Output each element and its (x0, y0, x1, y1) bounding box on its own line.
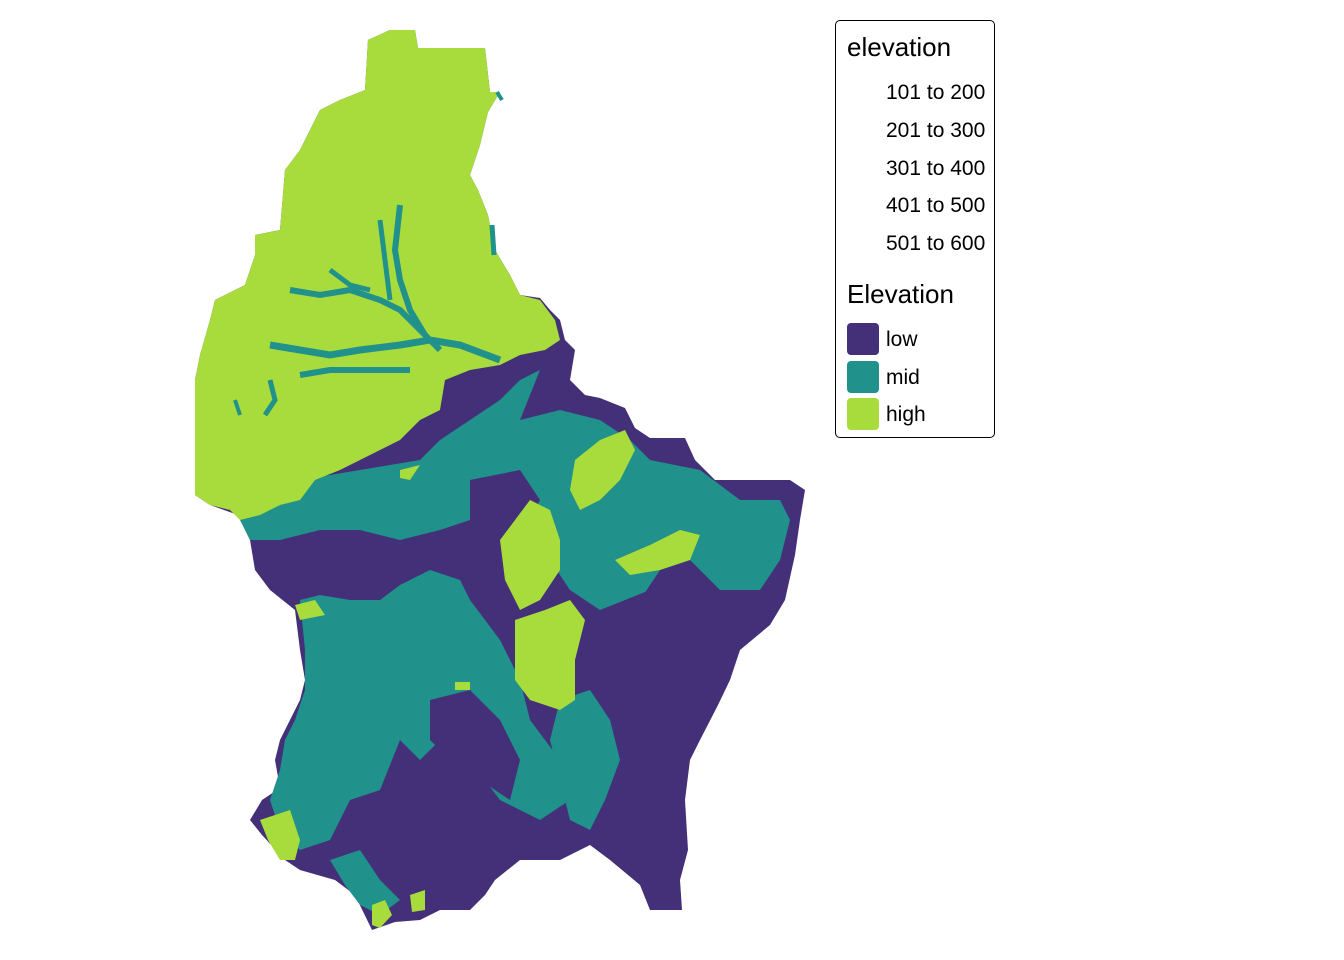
legend-label-high: high (886, 402, 926, 426)
legend-class-row-high: high (847, 398, 926, 430)
valley-band (495, 90, 504, 102)
legend-range-label: 401 to 500 (886, 193, 986, 217)
high-region (500, 500, 560, 610)
legend-range-row: 201 to 300 (847, 114, 985, 146)
mid-region (330, 850, 400, 915)
legend-swatch-high (847, 398, 879, 430)
low-pocket (470, 470, 540, 560)
legend-range-label: 201 to 300 (886, 118, 986, 142)
mid-region (450, 410, 790, 610)
legend-range-row: 501 to 600 (847, 227, 985, 259)
legend-range-swatch (847, 189, 879, 221)
high-region (570, 430, 635, 510)
valley-band (299, 367, 410, 378)
legend-swatch-low (847, 323, 879, 355)
legend-range-swatch (847, 114, 879, 146)
high-region (372, 900, 392, 928)
legend-range-swatch (847, 227, 879, 259)
legend-title-elevation-classes: Elevation (847, 279, 954, 309)
valley-band (269, 336, 502, 364)
legend-label-low: low (886, 327, 918, 351)
valley-band (377, 219, 393, 301)
high-region (615, 530, 700, 575)
high-region (410, 890, 425, 912)
legend-class-row-low: low (847, 323, 918, 355)
north-high-plateau (195, 30, 560, 520)
mid-region (550, 690, 620, 830)
legend-range-swatch (847, 76, 879, 108)
high-region (515, 600, 585, 710)
legend-range-row: 401 to 500 (847, 189, 985, 221)
legend-swatch-mid (847, 361, 879, 393)
legend-class-row-mid: mid (847, 361, 920, 393)
low-pocket (350, 800, 500, 880)
valley-band (489, 224, 497, 256)
high-region (400, 465, 420, 480)
legend-title-elevation-values: elevation (847, 32, 952, 62)
valley-band (391, 204, 428, 337)
low-pocket (430, 690, 520, 800)
low-pocket (270, 520, 480, 600)
legend-range-label: 501 to 600 (886, 231, 986, 255)
high-region (260, 810, 300, 860)
high-region (295, 600, 325, 620)
legend-range-row: 101 to 200 (847, 76, 985, 108)
valley-band (328, 268, 371, 293)
legend-label-mid: mid (886, 365, 920, 389)
legend-range-row: 301 to 400 (847, 152, 985, 184)
low-pocket (600, 590, 740, 760)
valley-band (262, 379, 278, 417)
high-region (455, 682, 470, 690)
map-legend: elevation 101 to 200 201 to 300 301 to 4… (835, 20, 995, 438)
legend-range-label: 301 to 400 (886, 156, 986, 180)
mid-region (230, 370, 540, 540)
valley-band (233, 399, 242, 416)
legend-range-label: 101 to 200 (886, 80, 986, 104)
legend-range-swatch (847, 152, 879, 184)
